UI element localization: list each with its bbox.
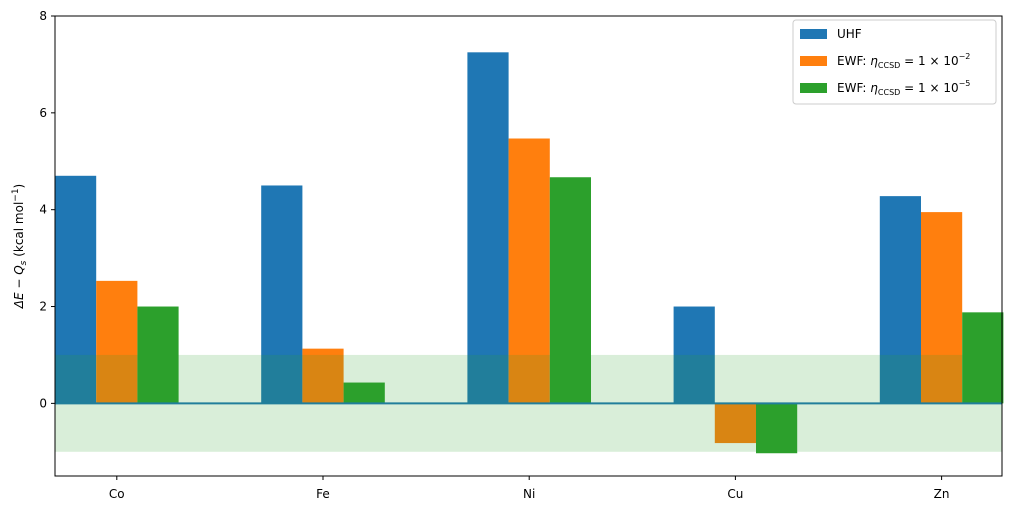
legend-label-1: UHF: [837, 27, 862, 41]
bar-zn-series-2: [921, 212, 963, 404]
bar-cu-series-1: [673, 306, 715, 404]
plot-frame: [54, 15, 1003, 477]
bar-co-series-2: [96, 280, 138, 404]
bar-zn-series-3: [962, 312, 1004, 404]
y-tick-label: 8: [39, 9, 47, 23]
y-axis-title-sub: s: [19, 260, 29, 265]
y-axis-title-prefix: ΔE − Q: [12, 265, 26, 309]
bar-ni-series-3: [549, 177, 591, 404]
bar-co-series-3: [137, 306, 179, 404]
tolerance-band: [55, 354, 1002, 452]
x-tick-label-ni: Ni: [523, 487, 535, 501]
bar-cu-series-2: [714, 403, 756, 444]
x-tick-label-co: Co: [109, 487, 125, 501]
bar-co-series-1: [55, 175, 97, 404]
y-axis-title-unit-exp: −1: [11, 188, 21, 201]
x-tick-label-cu: Cu: [727, 487, 743, 501]
axes: 0 2 4 6 8 Co Fe Ni Cu Zn: [39, 9, 1003, 501]
x-tick-label-zn: Zn: [934, 487, 950, 501]
legend-label-2: EWF: ηCCSD = 1 × 10−2: [837, 52, 970, 70]
legend-swatch-1: [800, 29, 827, 39]
y-tick-label: 2: [39, 300, 47, 314]
legend: UHF EWF: ηCCSD = 1 × 10−2 EWF: ηCCSD = 1 ×…: [792, 19, 997, 105]
y-axis-title: ΔE − Qs (kcal mol−1): [11, 184, 29, 310]
y-axis-title-unit-pre: (kcal mol: [12, 202, 26, 261]
legend-box: [792, 19, 997, 105]
bar-fe-series-2: [302, 348, 344, 404]
y-tick-label: 4: [39, 203, 47, 217]
bar-fe-series-3: [343, 382, 385, 404]
bar-ni-series-2: [508, 138, 550, 404]
bar-zn-series-1: [879, 196, 921, 404]
y-tick-label: 6: [39, 106, 47, 120]
x-tick-label-fe: Fe: [316, 487, 330, 501]
y-axis-title-unit-post: ): [12, 184, 26, 189]
legend-label-3: EWF: ηCCSD = 1 × 10−5: [837, 79, 970, 97]
bar-fe-series-1: [261, 185, 303, 404]
legend-swatch-3: [800, 83, 827, 93]
y-tick-label: 0: [39, 396, 47, 410]
bar-ni-series-1: [467, 52, 509, 404]
plot-area: [55, 52, 1004, 454]
legend-swatch-2: [800, 56, 827, 66]
bar-cu-series-3: [756, 403, 798, 454]
